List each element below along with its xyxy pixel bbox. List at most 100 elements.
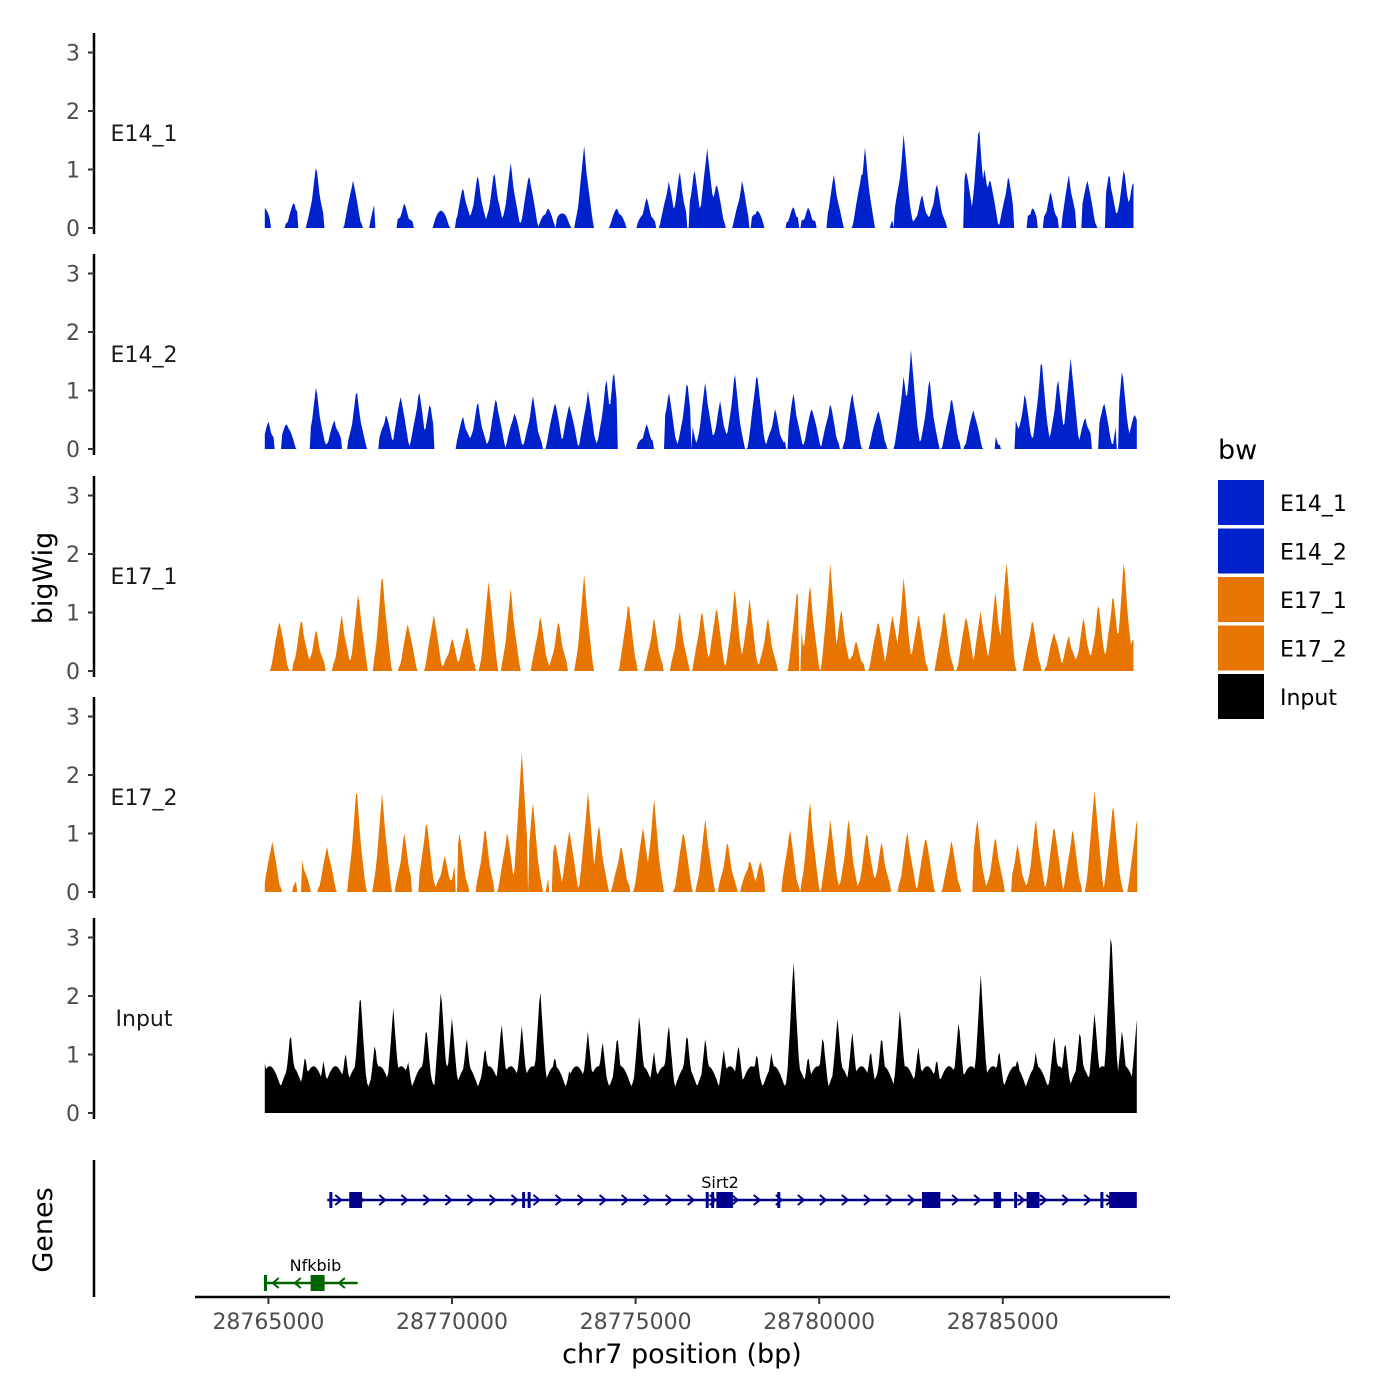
gene-sirt2: Sirt2: [327, 1173, 1137, 1208]
y-tick-label: 3: [66, 263, 80, 288]
x-tick-label: 28765000: [212, 1310, 324, 1335]
track-e14-1: 0 1 2 3 E14_1: [66, 33, 1134, 242]
coverage-area-e17-2: [264, 753, 1138, 892]
legend-swatch-input: [1218, 674, 1264, 719]
exon-block: [1109, 1192, 1137, 1208]
strand-chevron: [576, 1194, 586, 1206]
legend-label-input: Input: [1280, 686, 1337, 711]
track-input: 0 1 2 3 Input: [66, 918, 1137, 1127]
track-label-e14-1: E14_1: [111, 122, 178, 147]
strand-chevron: [1083, 1194, 1092, 1206]
x-tick-label: 28785000: [947, 1310, 1059, 1335]
exon-block: [921, 1192, 941, 1208]
coverage-tracks: 0 1 2 3 E14_1 0 1 2 3 E14_2 0 1 2 3 E17_1 0 1 2 3 E17_2 0 1 2 3…: [66, 33, 1138, 1127]
track-label-e14-2: E14_2: [111, 343, 178, 368]
y-tick-label: 3: [66, 485, 80, 510]
strand-chevron: [863, 1194, 872, 1206]
track-label-e17-1: E17_1: [111, 565, 178, 590]
strand-chevron: [554, 1194, 564, 1206]
y-axis-title: bigWig: [28, 532, 59, 625]
y-tick-label: 2: [66, 764, 80, 789]
track-e17-2: 0 1 2 3 E17_2: [66, 697, 1138, 906]
strand-chevron: [271, 1277, 280, 1289]
strand-chevron: [532, 1194, 542, 1206]
track-e17-1: 0 1 2 3 E17_1: [66, 476, 1134, 685]
x-tick-label: 28775000: [580, 1310, 692, 1335]
y-tick-label: 3: [66, 927, 80, 952]
y-tick-label: 3: [66, 706, 80, 731]
x-tick-label: 28780000: [763, 1310, 875, 1335]
legend-label-e14-2: E14_2: [1280, 541, 1347, 566]
strand-chevron: [444, 1194, 453, 1206]
strand-chevron: [422, 1194, 431, 1206]
y-tick-label: 3: [66, 42, 80, 67]
exon-block: [716, 1192, 733, 1208]
x-axis-title: chr7 position (bp): [562, 1339, 802, 1370]
strand-chevron: [973, 1194, 982, 1206]
y-tick-label: 0: [66, 217, 80, 242]
strand-chevron: [293, 1277, 302, 1289]
legend-label-e14-1: E14_1: [1280, 492, 1347, 517]
y-tick-label: 0: [66, 438, 80, 463]
strand-chevron: [797, 1194, 806, 1206]
y-tick-label: 2: [66, 985, 80, 1010]
legend-label-e17-1: E17_1: [1280, 589, 1347, 614]
genes-panel: Nfkbib Sirt2: [92, 1160, 1137, 1297]
y-tick-label: 2: [66, 543, 80, 568]
coverage-area-e14-2: [264, 349, 1137, 449]
track-label-input: Input: [116, 1007, 173, 1032]
y-tick-label: 0: [66, 1102, 80, 1127]
coverage-area-input: [264, 938, 1137, 1113]
gene-label-sirt2: Sirt2: [701, 1173, 739, 1192]
strand-chevron: [753, 1194, 762, 1206]
strand-chevron: [731, 1194, 740, 1206]
strand-chevron: [885, 1194, 894, 1206]
y-tick-label: 2: [66, 100, 80, 125]
strand-chevron: [819, 1194, 828, 1206]
legend-label-e17-2: E17_2: [1280, 638, 1347, 663]
track-e14-2: 0 1 2 3 E14_2: [66, 254, 1137, 463]
x-axis: 28765000 28770000 28775000 28780000 28785000: [195, 1295, 1170, 1335]
strand-chevron: [665, 1194, 674, 1206]
strand-chevron: [1017, 1194, 1026, 1206]
y-tick-label: 1: [66, 602, 80, 627]
x-tick-label: 28770000: [396, 1310, 508, 1335]
legend-swatch-e14-1: [1218, 480, 1264, 525]
y-tick-label: 1: [66, 159, 80, 184]
y-tick-label: 1: [66, 1044, 80, 1069]
legend-swatch-e17-1: [1218, 577, 1264, 622]
y-tick-label: 0: [66, 881, 80, 906]
strand-chevron: [400, 1194, 409, 1206]
gene-label-nfkbib: Nfkbib: [290, 1256, 342, 1275]
exon-block: [349, 1192, 363, 1208]
exon-block: [993, 1192, 1001, 1208]
strand-chevron: [841, 1194, 850, 1206]
legend-swatch-e14-2: [1218, 528, 1264, 574]
legend-swatch-e17-2: [1218, 625, 1264, 671]
legend: bw E14_1 E14_2 E17_1 E17_2 Input: [1218, 435, 1347, 719]
strand-chevron: [488, 1194, 497, 1206]
exon-block: [310, 1275, 325, 1291]
strand-chevron: [687, 1194, 696, 1206]
strand-chevron: [510, 1194, 519, 1206]
y-tick-label: 0: [66, 660, 80, 685]
gene-nfkbib: Nfkbib: [263, 1256, 358, 1291]
strand-chevron: [642, 1194, 652, 1206]
strand-chevron: [337, 1277, 346, 1289]
strand-chevron: [907, 1194, 916, 1206]
strand-chevron: [378, 1194, 387, 1206]
y-tick-label: 1: [66, 823, 80, 848]
genes-axis-title: Genes: [28, 1187, 59, 1272]
exon-block: [1026, 1192, 1040, 1208]
y-tick-label: 2: [66, 321, 80, 346]
strand-chevron: [1039, 1194, 1048, 1206]
strand-chevron: [1061, 1194, 1070, 1206]
y-tick-label: 1: [66, 380, 80, 405]
strand-chevron: [334, 1194, 343, 1206]
legend-title: bw: [1218, 435, 1257, 466]
strand-chevron: [620, 1194, 630, 1206]
track-label-e17-2: E17_2: [111, 786, 178, 811]
coverage-area-e17-1: [264, 563, 1134, 671]
strand-chevron: [466, 1194, 475, 1206]
